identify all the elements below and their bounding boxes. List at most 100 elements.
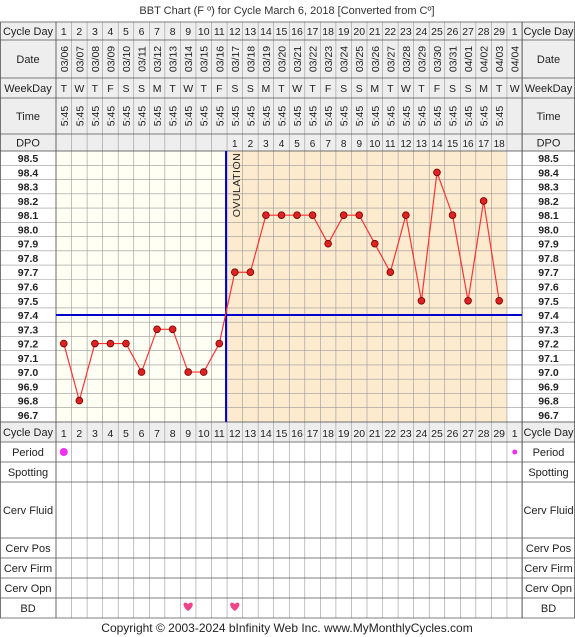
cycle-day-cell-bottom: 15	[276, 428, 288, 440]
row-label-right-spotting: Spotting	[528, 467, 568, 479]
date-cell: 03/19	[261, 46, 273, 72]
row-label-right-bd: BD	[541, 603, 556, 615]
dpo-cell: 18	[494, 139, 506, 150]
date-cell: 03/30	[432, 46, 444, 72]
y-tick-label-right: 98.0	[538, 224, 559, 236]
time-cell: 5:45	[214, 106, 226, 127]
cycle-day-cell: 26	[447, 26, 459, 38]
cycle-day-cell: 2	[76, 26, 82, 38]
weekday-cell: F	[325, 83, 331, 95]
cycle-day-cell: 21	[369, 26, 381, 38]
cycle-day-cell-bottom: 29	[493, 428, 505, 440]
temperature-point	[199, 368, 208, 376]
y-tick-label: 97.1	[18, 353, 39, 365]
row-label-cerv_fluid: Cerv Fluid	[3, 505, 53, 517]
y-tick-label-right: 97.9	[538, 239, 559, 251]
row-label-bd: BD	[20, 603, 35, 615]
cycle-day-cell: 29	[493, 26, 505, 38]
row-label-cerv_pos: Cerv Pos	[5, 543, 51, 555]
time-cell: 5:45	[401, 106, 413, 127]
dpo-cell: 16	[463, 139, 475, 150]
row-label-right-time: Time	[536, 111, 560, 123]
temperature-point	[262, 211, 270, 219]
y-tick-label-right: 97.0	[538, 367, 559, 379]
dpo-cell: 17	[478, 139, 490, 150]
cycle-day-cell-bottom: 2	[76, 428, 82, 440]
weekday-cell: T	[61, 83, 68, 95]
cycle-day-cell-bottom: 18	[322, 428, 334, 440]
row-label-right-cerv_fluid: Cerv Fluid	[523, 505, 573, 517]
y-tick-label: 97.2	[18, 339, 39, 351]
weekday-cell: F	[107, 83, 113, 95]
y-tick-label: 97.3	[18, 324, 39, 336]
cycle-day-cell: 3	[92, 26, 98, 38]
period-dot	[512, 449, 518, 455]
date-cell: 03/29	[416, 46, 428, 72]
weekday-cell: T	[169, 83, 176, 95]
temperature-point	[495, 296, 503, 305]
temperature-point	[417, 296, 426, 305]
y-tick-label-right: 98.3	[538, 182, 559, 194]
time-cell: 5:45	[90, 106, 102, 127]
dpo-cell: 13	[416, 139, 428, 150]
cycle-day-cell-bottom: 5	[123, 428, 129, 440]
follicular-phase-bg	[56, 151, 228, 422]
cycle-day-cell: 1	[61, 26, 67, 38]
weekday-cell: M	[370, 83, 379, 95]
date-cell: 03/22	[308, 46, 320, 72]
temperature-point	[215, 339, 224, 348]
row-bg-weekday	[0, 78, 575, 98]
row-label-cycle_day: Cycle Day	[3, 427, 54, 439]
time-cell: 5:45	[121, 106, 133, 127]
weekday-cell: M	[479, 83, 488, 95]
weekday-cell: S	[138, 83, 145, 95]
date-cell: 03/20	[276, 46, 288, 72]
cycle-day-cell-bottom: 28	[478, 428, 490, 440]
temperature-point	[433, 168, 441, 177]
weekday-cell: W	[401, 83, 411, 95]
cycle-day-cell-bottom: 26	[447, 428, 459, 440]
date-cell: 03/12	[152, 46, 164, 72]
row-label-spotting: Spotting	[8, 467, 48, 479]
y-tick-label: 98.5	[18, 153, 39, 165]
cycle-day-cell-bottom: 23	[400, 428, 412, 440]
dpo-cell: 6	[310, 139, 316, 150]
date-cell: 03/06	[59, 46, 71, 72]
temperature-point	[75, 396, 84, 405]
time-cell: 5:45	[199, 106, 211, 127]
date-cell: 03/13	[168, 46, 180, 72]
y-tick-label: 96.9	[18, 381, 39, 393]
date-cell: 04/03	[494, 46, 506, 72]
date-cell: 03/17	[230, 46, 242, 72]
temperature-point	[137, 368, 146, 376]
row-bg-date	[0, 40, 575, 78]
weekday-cell: W	[510, 83, 520, 95]
row-label-right-cerv_firm: Cerv Firm	[524, 563, 572, 575]
weekday-cell: T	[278, 83, 285, 95]
y-tick-label: 97.8	[18, 253, 39, 265]
cycle-day-cell-bottom: 4	[108, 428, 114, 440]
row-label-right-weekday: WeekDay	[525, 83, 573, 95]
date-cell: 04/02	[479, 46, 491, 72]
date-cell: 03/08	[90, 46, 102, 72]
time-cell: 5:45	[105, 106, 117, 127]
weekday-cell: S	[247, 83, 254, 95]
y-tick-label-right: 97.7	[538, 267, 559, 279]
copyright-footer: Copyright © 2003-2024 bInfinity Web Inc.…	[101, 621, 472, 635]
y-tick-label: 97.9	[18, 239, 39, 251]
row-label-period: Period	[12, 447, 44, 459]
row-label-cerv_opn: Cerv Opn	[4, 583, 51, 595]
weekday-cell: F	[434, 83, 440, 95]
date-cell: 03/09	[105, 46, 117, 72]
cycle-day-cell-bottom: 14	[260, 428, 272, 440]
y-tick-label: 97.6	[18, 282, 39, 294]
row-label-cerv_firm: Cerv Firm	[4, 563, 52, 575]
cycle-day-cell: 18	[322, 26, 334, 38]
weekday-cell: M	[262, 83, 271, 95]
time-cell: 5:45	[463, 106, 475, 127]
cycle-day-cell-bottom: 16	[291, 428, 303, 440]
weekday-cell: S	[465, 83, 472, 95]
time-cell: 5:45	[168, 106, 180, 127]
dpo-cell: 12	[400, 139, 412, 150]
cycle-day-cell-bottom: 8	[170, 428, 176, 440]
